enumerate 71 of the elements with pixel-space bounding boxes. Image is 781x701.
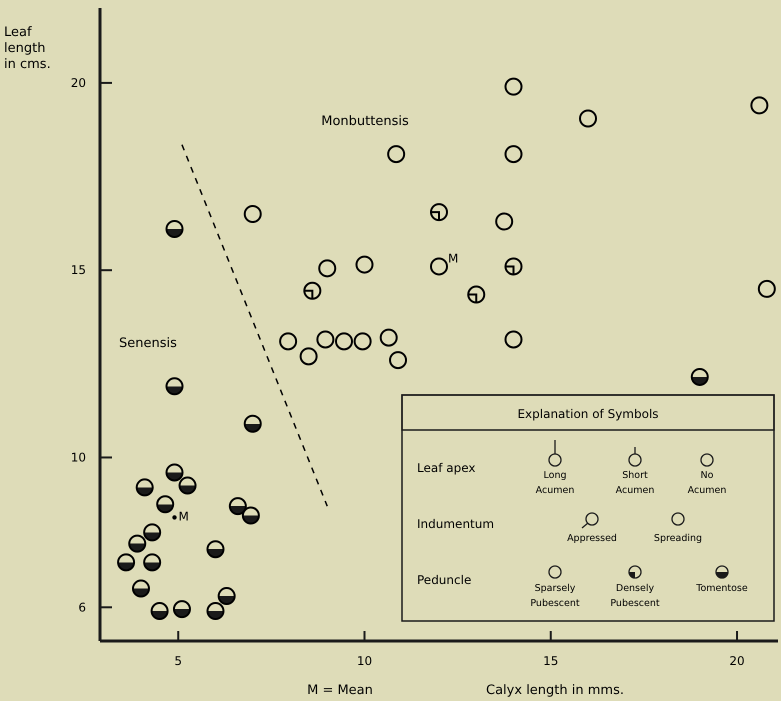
point bbox=[132, 580, 150, 598]
point bbox=[300, 347, 318, 366]
point bbox=[354, 332, 372, 350]
point bbox=[150, 602, 169, 620]
point bbox=[430, 257, 448, 276]
point bbox=[228, 497, 247, 516]
point bbox=[758, 280, 776, 298]
point bbox=[380, 328, 398, 347]
point bbox=[166, 220, 184, 238]
annotation: Leaf apex bbox=[417, 461, 476, 475]
point bbox=[387, 145, 406, 164]
annotation: Tomentose bbox=[695, 583, 748, 594]
point bbox=[178, 476, 197, 495]
annotation: Densely Pubescent bbox=[610, 583, 660, 609]
annotation: Sparsely Pubescent bbox=[530, 583, 580, 609]
point bbox=[504, 257, 522, 276]
point bbox=[467, 286, 486, 304]
x-tick-label: 10 bbox=[356, 654, 372, 668]
y-tick-label: 10 bbox=[70, 450, 86, 464]
point bbox=[504, 78, 523, 96]
point bbox=[389, 351, 408, 370]
point bbox=[303, 282, 322, 300]
annotation: Appressed bbox=[567, 533, 617, 544]
annotation: Long Acumen bbox=[536, 470, 574, 496]
point bbox=[166, 377, 184, 396]
x-tick-label: 20 bbox=[729, 654, 745, 668]
point bbox=[172, 515, 177, 520]
point bbox=[690, 368, 709, 386]
annotation: No Acumen bbox=[688, 470, 726, 496]
point bbox=[335, 332, 354, 350]
point bbox=[495, 212, 514, 230]
x-tick-label: 5 bbox=[174, 654, 182, 668]
point bbox=[244, 414, 262, 433]
annotation: Explanation of Symbols bbox=[517, 407, 659, 421]
point bbox=[279, 332, 298, 350]
point bbox=[242, 506, 260, 525]
point bbox=[136, 478, 154, 496]
x-axis-title: Calyx length in mms. bbox=[486, 683, 624, 698]
point bbox=[318, 259, 336, 278]
text: Senensis bbox=[119, 336, 178, 351]
point bbox=[128, 534, 146, 553]
text: M = Mean bbox=[307, 683, 373, 698]
point bbox=[143, 523, 162, 542]
point bbox=[244, 205, 262, 224]
point bbox=[504, 145, 523, 164]
x-tick-label: 15 bbox=[543, 654, 558, 668]
point bbox=[172, 600, 191, 618]
point bbox=[750, 96, 768, 114]
point bbox=[218, 587, 236, 606]
point bbox=[355, 256, 374, 274]
annotation: Short Acumen bbox=[616, 470, 654, 496]
point bbox=[316, 330, 334, 348]
point bbox=[156, 495, 174, 514]
point bbox=[166, 463, 184, 482]
annotation: Spreading bbox=[654, 533, 702, 544]
annotation: Indumentum bbox=[417, 517, 494, 531]
point bbox=[117, 553, 136, 572]
annotation: M bbox=[448, 251, 458, 266]
point bbox=[206, 602, 224, 620]
y-tick-label: 15 bbox=[70, 263, 86, 278]
y-axis-title: Leaf length in cms. bbox=[4, 25, 51, 72]
point bbox=[143, 553, 162, 572]
point bbox=[206, 540, 224, 558]
y-tick-label: 20 bbox=[70, 76, 86, 90]
y-tick-label: 6 bbox=[78, 600, 86, 614]
point bbox=[430, 203, 448, 222]
point bbox=[504, 330, 523, 348]
series-label: Monbuttensis bbox=[321, 114, 409, 129]
annotation: Peduncle bbox=[417, 573, 472, 587]
annotation: M bbox=[178, 509, 189, 524]
point bbox=[579, 109, 598, 128]
